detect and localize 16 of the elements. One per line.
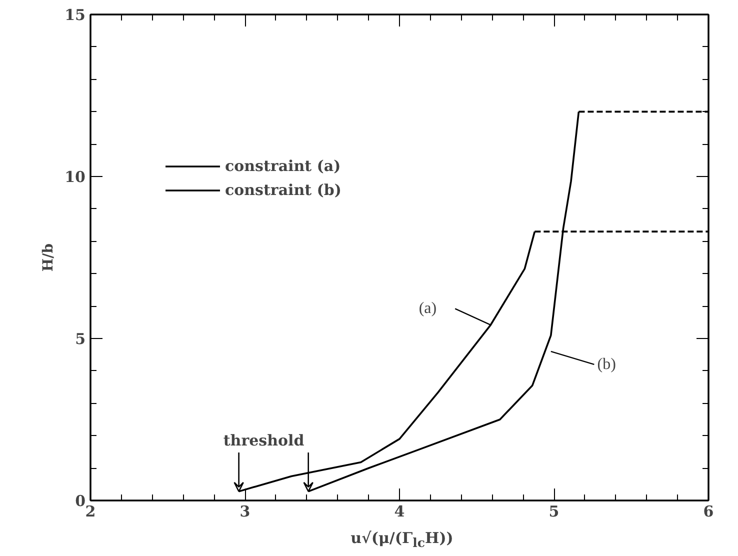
x-tick-label: 6	[703, 502, 714, 520]
x-tick-label: 3	[240, 502, 250, 520]
x-tick-label: 2	[85, 502, 96, 520]
y-tick-label: 10	[64, 168, 86, 186]
y-tick-label: 5	[75, 330, 86, 348]
annotation: (a)	[418, 300, 437, 318]
x-tick-label: 4	[394, 502, 405, 520]
legend-label: constraint (b)	[225, 181, 342, 199]
y-tick-label: 0	[75, 492, 86, 510]
x-axis-title: u√(μ/(Γ$_{lc}$H))	[350, 528, 454, 552]
y-axis-title: H/b	[40, 243, 57, 272]
annotation: (b)	[597, 356, 616, 373]
legend-label: constraint (a)	[225, 157, 341, 175]
annotation: threshold	[223, 431, 305, 450]
y-tick-label: 15	[64, 6, 86, 24]
x-tick-label: 5	[548, 502, 560, 520]
